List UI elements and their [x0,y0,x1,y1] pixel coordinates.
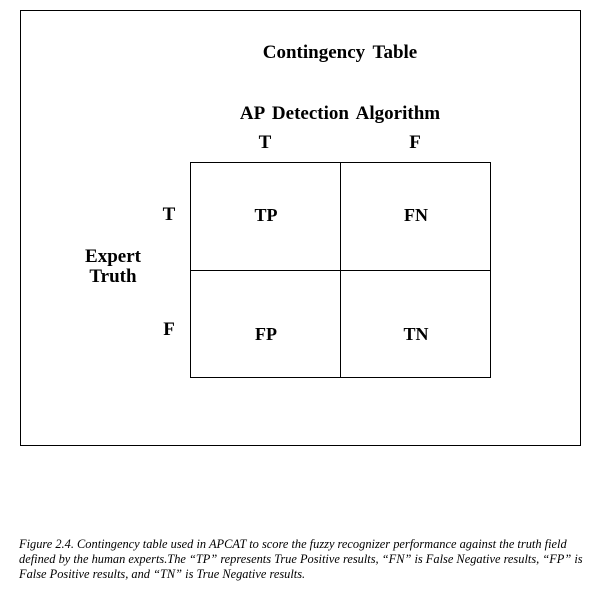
diagram-title: Contingency Table [262,42,418,63]
row-axis-label: Expert Truth [66,247,160,287]
grid-horizontal-divider [191,270,490,271]
figure-frame [20,10,581,446]
row-axis-label-line1: Expert [85,246,141,267]
figure-caption: Figure 2.4. Contingency table used in AP… [19,537,583,581]
cell-true-negative: TN [403,324,429,344]
column-header-true: T [258,132,272,153]
row-header-true: T [162,204,176,225]
cell-false-positive: FP [255,324,277,344]
cell-false-negative: FN [404,205,428,225]
contingency-grid: TP FN FP TN [190,162,491,378]
row-axis-label-line2: Truth [89,266,137,287]
column-axis-label: AP Detection Algorithm [239,103,441,124]
row-header-false: F [163,319,175,340]
column-header-false: F [409,132,421,153]
cell-true-positive: TP [254,205,278,225]
